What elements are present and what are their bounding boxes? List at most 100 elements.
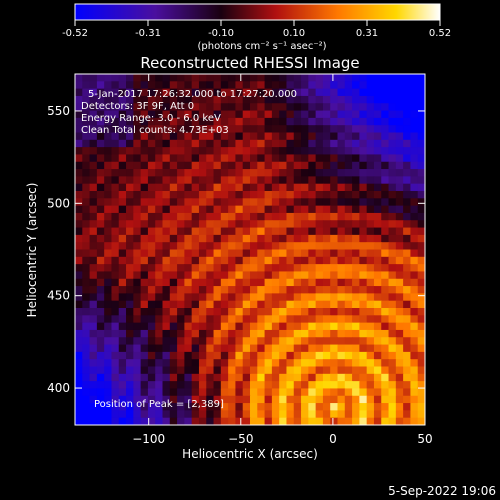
- heatmap-cell: [250, 395, 258, 404]
- heatmap-cell: [330, 227, 338, 236]
- heatmap-cell: [257, 161, 266, 170]
- heatmap-cell: [147, 417, 156, 426]
- heatmap-cell: [352, 300, 360, 309]
- heatmap-cell: [271, 103, 280, 112]
- heatmap-cell: [381, 234, 390, 243]
- heatmap-cell: [162, 322, 171, 331]
- heatmap-cell: [162, 125, 171, 133]
- heatmap-cell: [250, 139, 258, 148]
- heatmap-cells: [75, 74, 426, 426]
- heatmap-cell: [242, 388, 251, 397]
- heatmap-cell: [359, 249, 368, 258]
- heatmap-cell: [213, 242, 222, 250]
- heatmap-cell: [330, 271, 338, 280]
- heatmap-cell: [344, 286, 353, 294]
- heatmap-cell: [322, 337, 331, 346]
- heatmap-cell: [118, 388, 127, 397]
- heatmap-cell: [177, 410, 185, 419]
- heatmap-cell: [381, 417, 390, 426]
- heatmap-cell: [315, 388, 324, 397]
- heatmap-cell: [395, 117, 404, 126]
- heatmap-cell: [373, 410, 382, 419]
- heatmap-cell: [410, 417, 419, 426]
- heatmap-cell: [177, 337, 185, 346]
- heatmap-cell: [308, 154, 317, 163]
- heatmap-cell: [228, 359, 236, 367]
- heatmap-cell: [198, 278, 207, 287]
- heatmap-cell: [308, 271, 317, 280]
- heatmap-cell: [373, 161, 382, 170]
- heatmap-cell: [301, 161, 309, 170]
- heatmap-cell: [75, 234, 83, 243]
- heatmap-cell: [293, 212, 302, 221]
- heatmap-cell: [301, 271, 309, 280]
- heatmap-cell: [279, 103, 287, 112]
- heatmap-cell: [242, 154, 251, 163]
- heatmap-cell: [213, 88, 222, 97]
- heatmap-cell: [344, 366, 353, 375]
- heatmap-cell: [184, 183, 193, 192]
- heatmap-cell: [388, 381, 397, 389]
- heatmap-cell: [155, 300, 163, 309]
- heatmap-cell: [220, 176, 229, 185]
- heatmap-cell: [228, 373, 236, 382]
- heatmap-cell: [381, 403, 390, 411]
- heatmap-cell: [184, 154, 193, 163]
- heatmap-cell: [169, 88, 178, 97]
- heatmap-cell: [228, 293, 236, 302]
- heatmap-cell: [337, 74, 346, 82]
- heatmap-cell: [111, 88, 120, 97]
- heatmap-cell: [271, 117, 280, 126]
- heatmap-cell: [279, 205, 287, 214]
- heatmap-cell: [286, 417, 295, 426]
- heatmap-cell: [104, 242, 112, 250]
- heatmap-cell: [75, 417, 83, 426]
- heatmap-cell: [315, 117, 324, 126]
- heatmap-cell: [250, 351, 258, 360]
- heatmap-cell: [111, 373, 120, 382]
- heatmap-cell: [301, 103, 309, 112]
- heatmap-cell: [352, 234, 360, 243]
- heatmap-cell: [388, 169, 397, 177]
- heatmap-cell: [395, 74, 404, 82]
- heatmap-cell: [395, 147, 404, 155]
- heatmap-cell: [395, 95, 404, 104]
- heatmap-cell: [366, 110, 375, 119]
- heatmap-cell: [279, 74, 287, 82]
- heatmap-cell: [89, 249, 98, 258]
- heatmap-cell: [82, 388, 91, 397]
- heatmap-cell: [126, 264, 134, 272]
- heatmap-cell: [257, 169, 266, 177]
- heatmap-cell: [322, 256, 331, 265]
- heatmap-cell: [220, 410, 229, 419]
- heatmap-cell: [162, 212, 171, 221]
- heatmap-cell: [271, 125, 280, 133]
- heatmap-cell: [352, 117, 360, 126]
- heatmap-cell: [191, 191, 200, 199]
- heatmap-cell: [169, 256, 178, 265]
- heatmap-cell: [235, 300, 244, 309]
- heatmap-cell: [257, 227, 266, 236]
- heatmap-cell: [184, 278, 193, 287]
- heatmap-cell: [75, 81, 83, 90]
- heatmap-cell: [111, 95, 120, 104]
- heatmap-cell: [271, 139, 280, 148]
- heatmap-cell: [228, 271, 236, 280]
- heatmap-cell: [308, 417, 317, 426]
- heatmap-cell: [381, 337, 390, 346]
- heatmap-cell: [104, 154, 112, 163]
- heatmap-cell: [344, 74, 353, 82]
- heatmap-cell: [75, 293, 83, 302]
- heatmap-cell: [155, 95, 163, 104]
- heatmap-cell: [410, 381, 419, 389]
- heatmap-cell: [250, 366, 258, 375]
- heatmap-cell: [162, 278, 171, 287]
- heatmap-cell: [271, 300, 280, 309]
- heatmap-cell: [82, 249, 91, 258]
- heatmap-cell: [308, 95, 317, 104]
- heatmap-cell: [191, 373, 200, 382]
- heatmap-cell: [293, 191, 302, 199]
- heatmap-cell: [177, 417, 185, 426]
- heatmap-cell: [388, 278, 397, 287]
- heatmap-cell: [177, 176, 185, 185]
